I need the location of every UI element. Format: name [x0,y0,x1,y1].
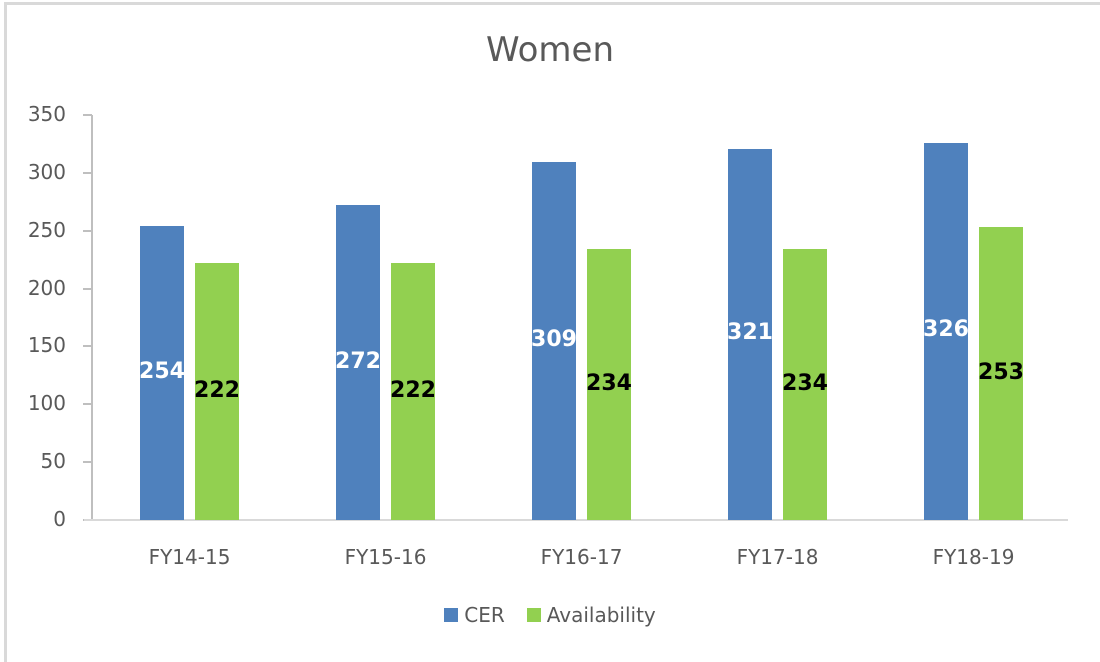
bar-cer-fy16-17 [532,162,576,520]
y-tick-mark [83,345,92,348]
bar-availability-fy17-18 [783,249,827,520]
y-tick-mark [83,461,92,464]
data-label: 253 [978,359,1024,385]
y-tick-mark [83,287,92,290]
data-label: 272 [335,348,381,374]
data-label: 234 [586,370,632,396]
y-tick-label: 100 [27,391,66,416]
y-axis-line [91,115,93,521]
chart-frame [4,2,1100,662]
bar-cer-fy15-16 [336,205,380,520]
data-label: 309 [531,327,577,353]
legend-item-cer: CER [444,603,505,627]
bar-availability-fy14-15 [195,263,239,520]
data-label: 234 [782,370,828,396]
bar-cer-fy18-19 [924,142,968,520]
x-tick-label: FY16-17 [540,545,623,569]
legend-label-availability: Availability [546,603,656,627]
bar-availability-fy18-19 [979,227,1023,520]
y-tick-label: 350 [27,102,66,126]
y-tick-mark [83,171,92,174]
y-tick-mark [83,403,92,406]
data-label: 222 [390,377,436,403]
y-tick-label: 50 [40,449,66,474]
x-tick-label: FY15-16 [344,545,427,569]
bar-cer-fy14-15 [140,226,184,520]
chart-title: Women [485,30,614,70]
bar-availability-fy15-16 [391,263,435,520]
y-tick-mark [83,229,92,232]
x-axis-line [84,519,1068,521]
legend-item-availability: Availability [526,603,656,627]
y-tick-label: 300 [27,159,66,184]
data-label: 321 [727,320,773,346]
data-label: 222 [194,377,240,403]
y-tick-label: 0 [53,507,66,531]
y-tick-mark [83,114,92,116]
legend-swatch-availability [526,608,541,622]
bar-availability-fy16-17 [587,249,631,520]
x-tick-label: FY17-18 [736,545,819,569]
legend-swatch-cer [444,608,459,622]
legend-label-cer: CER [464,603,505,627]
x-tick-label: FY18-19 [932,545,1015,569]
data-label: 326 [923,317,969,343]
y-tick-label: 150 [27,333,66,358]
y-tick-label: 200 [27,275,66,300]
bar-cer-fy17-18 [728,148,772,520]
y-tick-label: 250 [27,217,66,242]
x-tick-label: FY14-15 [148,545,231,569]
data-label: 254 [139,359,185,385]
legend: CER Availability [0,603,1100,627]
